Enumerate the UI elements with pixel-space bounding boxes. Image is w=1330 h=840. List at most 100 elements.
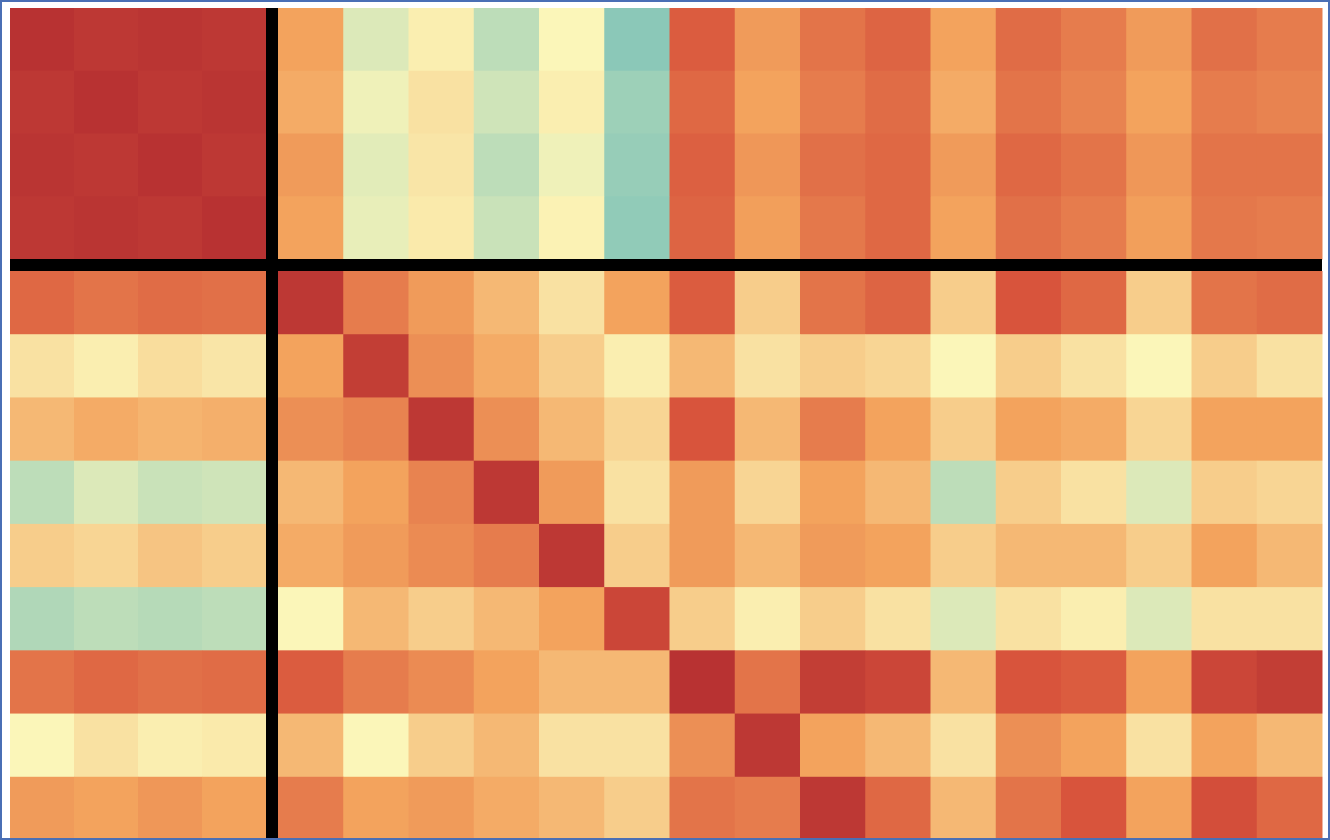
heatmap-cell [10, 133, 75, 197]
heatmap-cell [800, 8, 866, 72]
heatmap-cell [865, 196, 931, 260]
heatmap-cell [800, 713, 866, 778]
heatmap-cell [669, 523, 736, 588]
heatmap-cell [74, 271, 139, 335]
heatmap-cell [539, 650, 605, 715]
heatmap-cell [1061, 70, 1127, 134]
heatmap-cell [669, 196, 736, 260]
heatmap-cell [1061, 334, 1127, 398]
heatmap-cell [138, 460, 203, 525]
heatmap-cell [74, 70, 139, 134]
heatmap-cell [800, 196, 866, 260]
heatmap-cell [734, 460, 801, 525]
heatmap-cell [930, 460, 997, 525]
heatmap-cell [865, 8, 931, 72]
heatmap-cell [202, 776, 267, 840]
heatmap-cell [800, 271, 866, 335]
heatmap-cell [74, 397, 139, 462]
heatmap-cell [343, 523, 409, 588]
heatmap-cell [1256, 334, 1323, 398]
heatmap-cell [930, 776, 997, 840]
heatmap-cell [138, 196, 203, 260]
heatmap-cell [202, 334, 267, 398]
heatmap-cell [408, 8, 475, 72]
heatmap-cell [1191, 650, 1258, 715]
heatmap-cell [865, 587, 931, 651]
heatmap-cell [1126, 587, 1192, 651]
heatmap-cell [138, 650, 203, 715]
heatmap-cell [800, 523, 866, 588]
heatmap-cell [865, 650, 931, 715]
heatmap-cell [734, 587, 801, 651]
heatmap-cell [865, 776, 931, 840]
heatmap-cell [278, 133, 344, 197]
heatmap-cell [865, 133, 931, 197]
heatmap-cell [408, 271, 475, 335]
heatmap-cell [10, 8, 75, 72]
heatmap-cell [74, 650, 139, 715]
heatmap-cell [604, 133, 670, 197]
heatmap-cell [995, 70, 1062, 134]
heatmap-cell [669, 334, 736, 398]
heatmap-cell [138, 334, 203, 398]
heatmap-cell [278, 397, 344, 462]
heatmap-cell [995, 133, 1062, 197]
heatmap-cell [202, 587, 267, 651]
heatmap-cell [202, 196, 267, 260]
heatmap-cell [669, 650, 736, 715]
heatmap-cell [604, 523, 670, 588]
heatmap-cell [1256, 713, 1323, 778]
heatmap-cell [865, 397, 931, 462]
heatmap-cell [408, 334, 475, 398]
heatmap-cell [10, 334, 75, 398]
heatmap-cell [539, 8, 605, 72]
heatmap-cell [202, 8, 267, 72]
heatmap-cell [1191, 713, 1258, 778]
heatmap-cell [1061, 587, 1127, 651]
heatmap-cell [669, 460, 736, 525]
heatmap-cell [473, 334, 540, 398]
heatmap-cell [1191, 271, 1258, 335]
heatmap-cell [800, 70, 866, 134]
heatmap-cell [278, 70, 344, 134]
heatmap-cell [734, 523, 801, 588]
heatmap-cell [865, 713, 931, 778]
heatmap-cell [1256, 397, 1323, 462]
heatmap-cell [800, 397, 866, 462]
heatmap-cell [995, 713, 1062, 778]
heatmap-cell [278, 713, 344, 778]
heatmap-cell [539, 334, 605, 398]
heatmap-cell [539, 397, 605, 462]
heatmap-cell [10, 776, 75, 840]
heatmap-cell [995, 8, 1062, 72]
heatmap-cell [74, 713, 139, 778]
heatmap-cell [202, 523, 267, 588]
heatmap-cell [669, 713, 736, 778]
heatmap-cell [1126, 650, 1192, 715]
vertical-separator [266, 8, 278, 840]
heatmap-cell [10, 523, 75, 588]
heatmap-cell [800, 460, 866, 525]
heatmap-cell [734, 397, 801, 462]
heatmap-cell [1061, 460, 1127, 525]
heatmap-cell [734, 133, 801, 197]
heatmap-cell [10, 650, 75, 715]
heatmap-cell [930, 713, 997, 778]
heatmap-cell [995, 587, 1062, 651]
heatmap-cell [473, 713, 540, 778]
heatmap-cell [1256, 460, 1323, 525]
horizontal-separator [10, 259, 1322, 271]
heatmap-cell [408, 460, 475, 525]
heatmap-cell [539, 587, 605, 651]
heatmap-cell [138, 776, 203, 840]
heatmap-cell [1191, 776, 1258, 840]
heatmap-cell [138, 8, 203, 72]
heatmap-cell [995, 460, 1062, 525]
heatmap-cell [10, 70, 75, 134]
heatmap-cell [995, 196, 1062, 260]
heatmap-cell [138, 133, 203, 197]
heatmap-cell [734, 271, 801, 335]
heatmap-cell [604, 196, 670, 260]
heatmap-cell [1061, 523, 1127, 588]
heatmap-cell [539, 70, 605, 134]
